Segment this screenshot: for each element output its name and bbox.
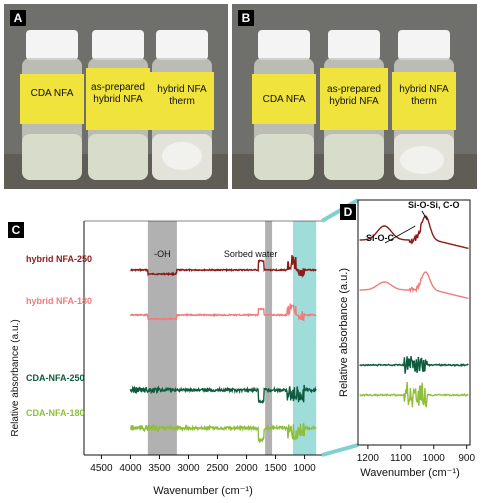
series-c-1 (129, 303, 317, 322)
vial-label-b2: as-prepared hybrid NFA (327, 84, 381, 107)
band-label-1: Sorbed water (224, 249, 278, 259)
vial-label-b1: CDA NFA (262, 94, 306, 105)
band-1 (265, 221, 273, 455)
series-c-label-2: CDA-NFA-250 (26, 373, 85, 383)
c-tick-label-6: 1500 (264, 463, 287, 474)
band-0 (147, 221, 177, 455)
series-c-2 (129, 384, 317, 404)
series-c-label-3: CDA-NFA-180 (26, 408, 85, 418)
c-x-label: Wavenumber (cm⁻¹) (153, 485, 253, 497)
vials-illustration-b (232, 4, 477, 189)
band-2 (292, 221, 317, 455)
panel-tag-c: C (12, 223, 21, 237)
c-tick-label-4: 2500 (206, 463, 229, 474)
vial-label-a3: hybrid NFA therm (157, 84, 207, 107)
c-y-label: Relative absorbance (a.u.) (10, 319, 21, 436)
vial-label-a2: as-prepared hybrid NFA (91, 82, 145, 105)
photo-panel-a: A CDA NFA as-prepared hybrid NFA hybrid … (4, 4, 228, 189)
c-tick-label-0: 4500 (90, 463, 113, 474)
c-tick-label-1: 4000 (119, 463, 142, 474)
c-tick-label-7: 1000 (293, 463, 316, 474)
c-tick-label-2: 3500 (148, 463, 171, 474)
c-tick-label-3: 3000 (177, 463, 200, 474)
panel-tag-b: B (238, 10, 254, 26)
c-tick-label-5: 2000 (235, 463, 258, 474)
photo-panel-b: B CDA NFA as-prepared hybrid NFA hybrid … (232, 4, 477, 189)
band-label-0: -OH (154, 249, 171, 259)
series-c-label-0: hybrid NFA-250 (26, 254, 92, 264)
vial-label-b3: hybrid NFA therm (399, 84, 449, 107)
vials-illustration-a (4, 4, 228, 189)
panel-tag-c-box (8, 222, 24, 238)
vial-label-a1: CDA NFA (30, 88, 74, 99)
series-c-label-1: hybrid NFA-180 (26, 296, 92, 306)
panel-tag-a: A (10, 10, 26, 26)
series-c-0 (130, 254, 317, 279)
series-c-3 (129, 423, 317, 444)
